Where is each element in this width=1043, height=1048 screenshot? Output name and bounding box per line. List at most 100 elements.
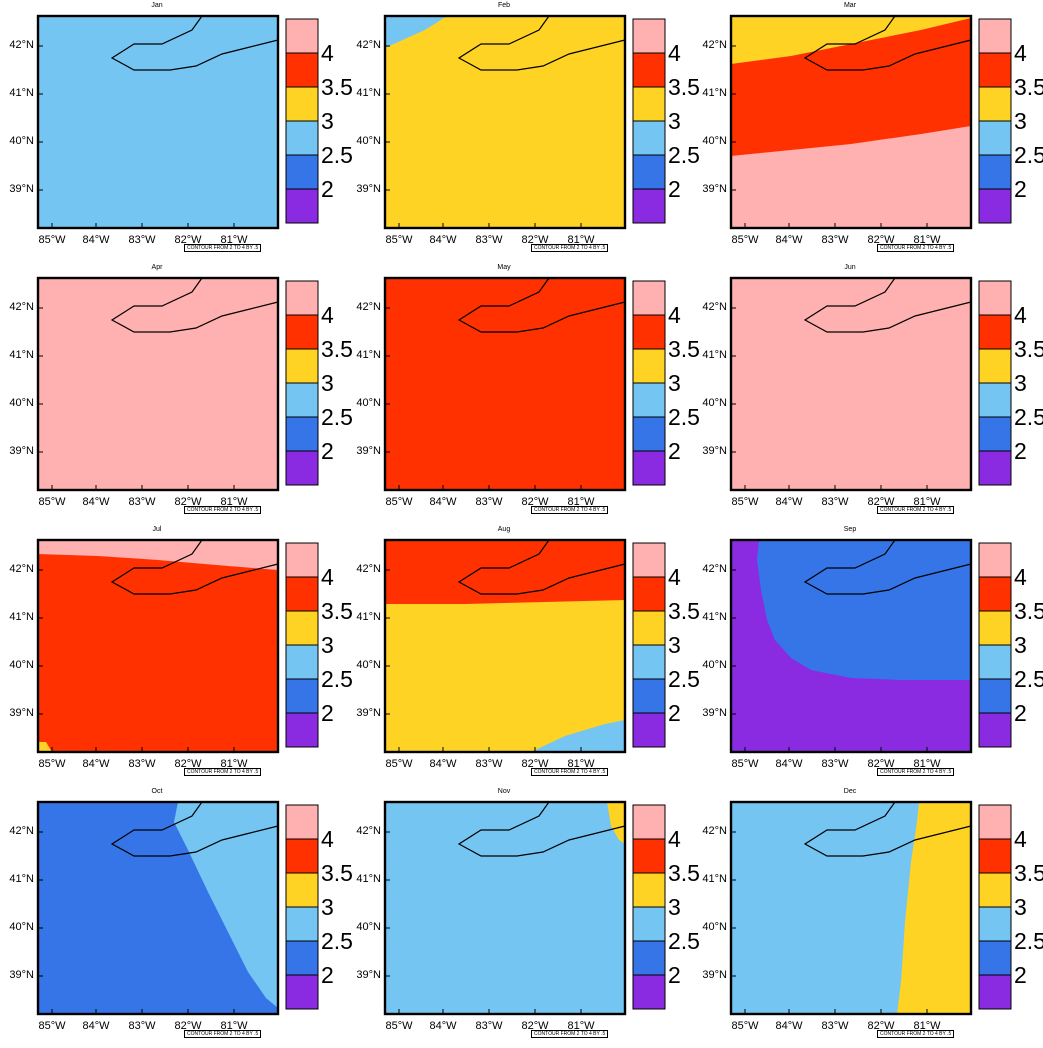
colorbar-label: 2 <box>1014 962 1027 988</box>
colorbar-label: 4 <box>321 564 334 590</box>
coastline <box>110 277 279 333</box>
lon-label: 82°W <box>867 234 895 246</box>
field-region-east <box>897 802 971 1014</box>
data-field <box>38 16 278 228</box>
lon-label: 85°W <box>731 758 759 770</box>
colorbar-swatch <box>285 18 319 54</box>
colorbar-swatch <box>285 416 319 452</box>
coastline <box>457 15 626 71</box>
colorbar-label: 3 <box>668 894 681 920</box>
data-field <box>731 278 971 490</box>
lon-label: 83°W <box>475 758 503 770</box>
map-frame <box>729 800 973 1016</box>
colorbar-label: 2.5 <box>1014 928 1043 954</box>
colorbar-label: 2.5 <box>668 928 700 954</box>
colorbar-swatch <box>632 644 666 680</box>
coastline <box>803 539 972 595</box>
colorbar <box>978 18 1012 224</box>
lat-label: 40°N <box>356 921 381 933</box>
colorbar-swatch <box>285 86 319 122</box>
map-plot <box>383 14 627 230</box>
colorbar-label: 3.5 <box>1014 336 1043 362</box>
lat-label: 40°N <box>356 659 381 671</box>
lat-label: 42°N <box>9 825 34 837</box>
coastline <box>110 15 279 71</box>
colorbar-swatch <box>978 314 1012 350</box>
map-plot <box>36 14 280 230</box>
lon-label: 82°W <box>521 234 549 246</box>
map-panel-jul: Jul 42°N 41°N 40°N 39°N 85°W 84°W 83°W 82°W 81°W C… <box>0 524 353 786</box>
contour-note: CONTOUR FROM 2 TO 4 BY .5 <box>877 244 955 252</box>
field-region <box>38 16 278 228</box>
colorbar-swatch <box>632 872 666 908</box>
colorbar-swatch <box>632 52 666 88</box>
colorbar-swatch <box>632 576 666 612</box>
lat-label: 40°N <box>9 397 34 409</box>
map-panel-dec: Dec 42°N 41°N 40°N 39°N 85°W 84°W 83°W 82°W 81°W C… <box>693 786 1043 1048</box>
data-field <box>38 540 278 752</box>
lat-label: 40°N <box>702 659 727 671</box>
colorbar-label: 2.5 <box>668 142 700 168</box>
field-region-corner <box>531 720 625 752</box>
lat-label: 39°N <box>9 707 34 719</box>
lat-label: 39°N <box>9 183 34 195</box>
map-panel-jan: Jan 42°N 41°N 40°N 39°N 85°W 84°W 83°W 82°W 81°W C… <box>0 0 353 262</box>
colorbar-label: 4 <box>668 40 681 66</box>
lat-label: 41°N <box>356 873 381 885</box>
contour-note: CONTOUR FROM 2 TO 4 BY .5 <box>184 768 262 776</box>
lon-label: 83°W <box>821 1020 849 1032</box>
colorbar-label: 3.5 <box>321 860 353 886</box>
colorbar-swatch <box>632 416 666 452</box>
map-frame <box>36 800 280 1016</box>
colorbar-swatch <box>632 348 666 384</box>
colorbar <box>632 280 666 486</box>
map-plot <box>729 800 973 1016</box>
lat-label: 39°N <box>702 707 727 719</box>
lon-label: 81°W <box>913 234 941 246</box>
lon-label: 84°W <box>429 758 457 770</box>
contour-note: CONTOUR FROM 2 TO 4 BY .5 <box>531 768 609 776</box>
colorbar-swatch <box>632 86 666 122</box>
colorbar-label: 3.5 <box>1014 74 1043 100</box>
map-panel-sep: Sep 42°N 41°N 40°N 39°N 85°W 84°W 83°W 82°W 81°W C… <box>693 524 1043 786</box>
coastline <box>457 277 626 333</box>
colorbar-label: 3.5 <box>1014 598 1043 624</box>
colorbar-label: 2 <box>668 438 681 464</box>
field-region-east <box>174 802 278 1008</box>
colorbar <box>978 280 1012 486</box>
coastline <box>803 277 972 333</box>
data-field <box>38 278 278 490</box>
colorbar-label: 2 <box>321 176 334 202</box>
field-region-north <box>731 16 971 64</box>
colorbar-swatch <box>285 804 319 840</box>
lon-label: 85°W <box>385 234 413 246</box>
contour-note: CONTOUR FROM 2 TO 4 BY .5 <box>531 1030 609 1038</box>
lon-label: 84°W <box>82 496 110 508</box>
map-plot <box>383 800 627 1016</box>
lat-label: 42°N <box>356 563 381 575</box>
colorbar-swatch <box>285 52 319 88</box>
lat-label: 41°N <box>702 611 727 623</box>
lat-label: 41°N <box>702 87 727 99</box>
colorbar-label: 3 <box>321 108 334 134</box>
lat-label: 42°N <box>9 563 34 575</box>
lon-label: 82°W <box>174 234 202 246</box>
colorbar-label: 3.5 <box>321 74 353 100</box>
colorbar-swatch <box>632 314 666 350</box>
lat-label: 39°N <box>356 183 381 195</box>
colorbar-swatch <box>285 576 319 612</box>
lat-label: 41°N <box>356 349 381 361</box>
lat-label: 41°N <box>356 87 381 99</box>
colorbar-label: 2 <box>321 700 334 726</box>
lon-label: 85°W <box>38 1020 66 1032</box>
colorbar-swatch <box>285 188 319 224</box>
colorbar-label: 2.5 <box>321 142 353 168</box>
field-region <box>731 278 971 490</box>
colorbar <box>632 18 666 224</box>
colorbar-label: 2 <box>668 700 681 726</box>
lat-label: 40°N <box>356 135 381 147</box>
map-plot <box>36 800 280 1016</box>
lon-label: 85°W <box>731 234 759 246</box>
map-frame <box>729 276 973 492</box>
